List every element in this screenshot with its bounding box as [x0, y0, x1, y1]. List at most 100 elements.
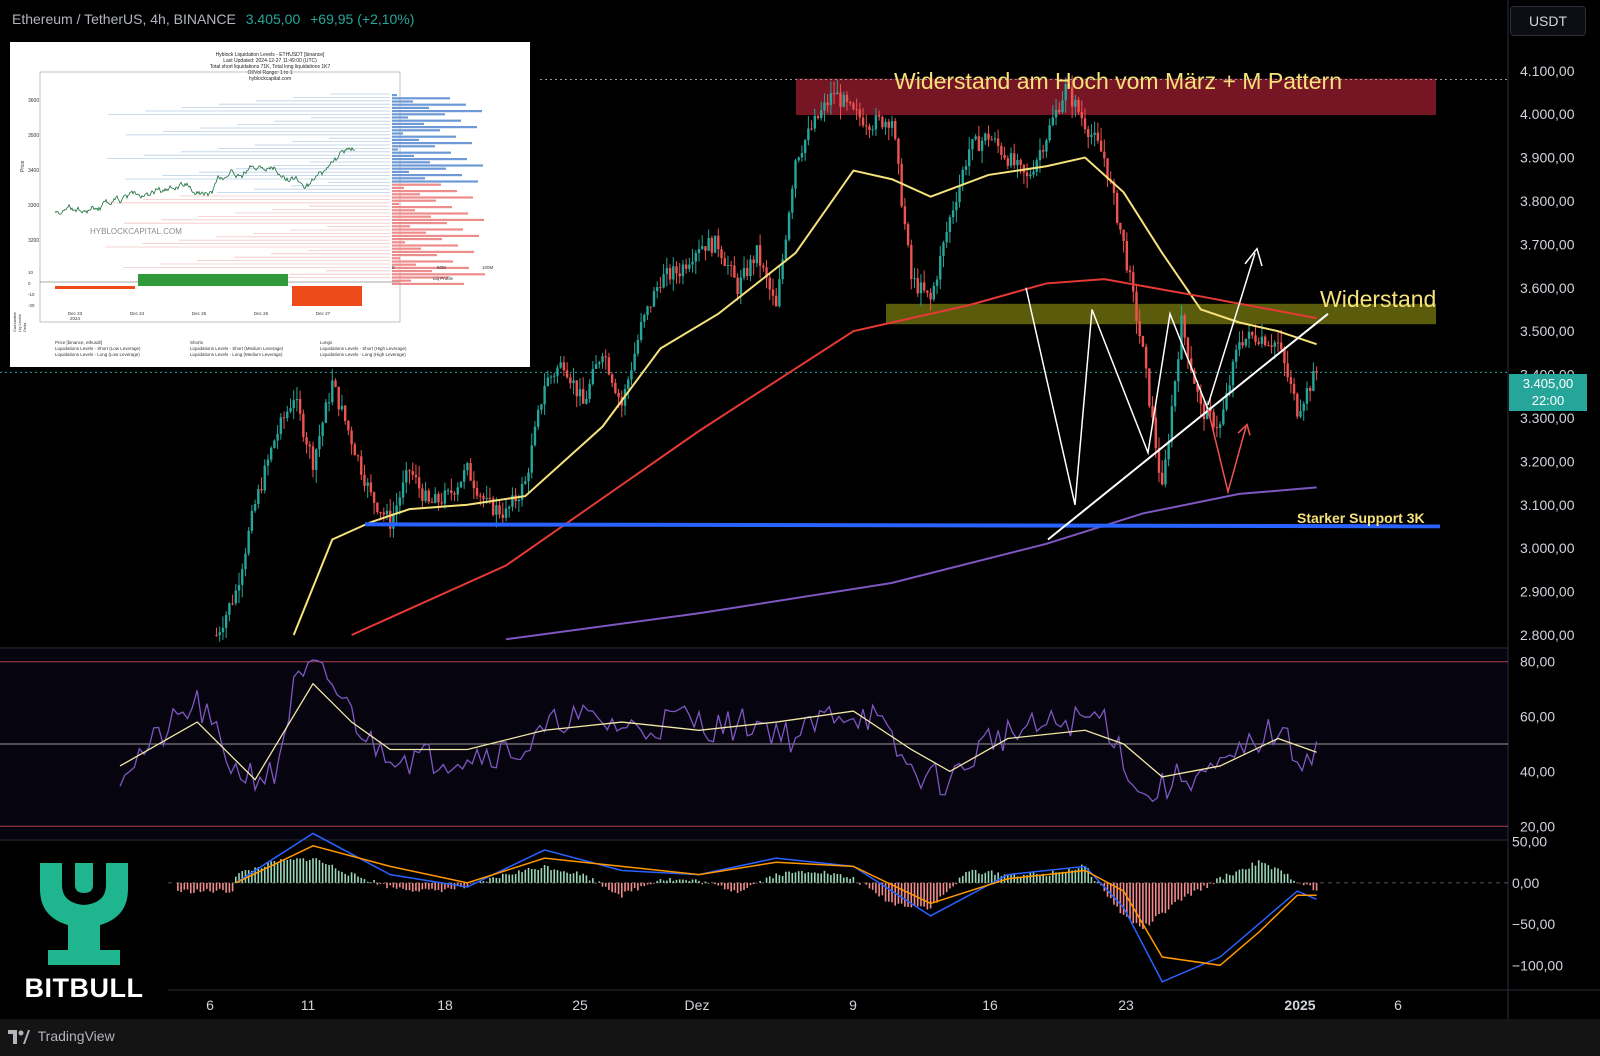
candle-body: [958, 185, 961, 203]
inset-y-tick: 3600: [28, 98, 39, 104]
candle-body: [1064, 84, 1067, 101]
header-price: 3.405,00: [245, 11, 301, 27]
candle-body: [1148, 368, 1151, 407]
candle-body: [263, 465, 266, 491]
inset-liq-profile-bar: [392, 196, 473, 199]
candle-body: [906, 224, 910, 246]
rsi-line: [119, 659, 1318, 803]
candle-body: [289, 408, 292, 412]
candle-body: [1003, 154, 1006, 159]
candle-body: [1051, 117, 1055, 126]
candle-body: [1186, 337, 1190, 359]
m-pattern-drawing: [1025, 287, 1209, 505]
price-axis-tick: 3.300,00: [1520, 410, 1575, 426]
time-axis-tick: 16: [982, 997, 998, 1013]
candle-body: [504, 508, 508, 518]
inset-liq-profile-bar: [392, 151, 451, 154]
candle-body: [1263, 336, 1267, 346]
candle-body: [652, 291, 656, 307]
candle-body: [546, 377, 550, 386]
time-axis-tick: 9: [849, 997, 857, 1013]
candle-body: [929, 292, 932, 300]
candle-body: [495, 505, 498, 515]
candle-body: [636, 339, 640, 354]
candle-body: [533, 426, 537, 446]
candle-body: [803, 140, 807, 154]
candle-body: [572, 380, 575, 384]
candle-body: [701, 246, 704, 249]
price-axis-tick: 2.900,00: [1520, 584, 1575, 600]
candle-body: [443, 490, 447, 504]
candle-body: [292, 400, 295, 409]
inset-liq-profile-bar: [392, 148, 398, 151]
candle-body: [591, 368, 595, 384]
candle-body: [964, 166, 968, 170]
candle-body: [1202, 403, 1206, 420]
candle-body: [350, 430, 353, 445]
candle-body: [1058, 109, 1061, 113]
candle-body: [758, 245, 762, 266]
candle-body: [331, 380, 334, 403]
currency-button[interactable]: USDT: [1510, 6, 1586, 36]
candle-body: [466, 463, 469, 471]
candle-body: [221, 627, 225, 633]
candle-body: [234, 590, 237, 604]
candle-body: [1025, 172, 1029, 177]
inset-y-label: Price: [20, 160, 26, 172]
candle-body: [327, 402, 331, 404]
inset-liq-profile-bar: [392, 276, 448, 279]
price-axis-tick: 3.100,00: [1520, 497, 1575, 513]
inset-price-line: [54, 146, 356, 215]
candle-body: [1141, 336, 1145, 347]
candle-body: [842, 94, 845, 107]
time-axis-tick: 25: [572, 997, 588, 1013]
candle-body: [614, 382, 617, 393]
candle-body: [704, 246, 707, 251]
inset-delta-label: Cumulative: [12, 311, 17, 332]
inset-x-tick: 2024: [70, 316, 81, 321]
candle-body: [269, 447, 273, 460]
inset-liq-profile-bar: [392, 238, 442, 241]
candle-body: [247, 530, 250, 554]
candle-body: [945, 231, 948, 243]
last-price: 3.405,00: [1522, 376, 1574, 391]
candle-body: [266, 459, 270, 466]
inset-x-tick: Dec 26: [254, 311, 269, 316]
inset-liq-profile-bar: [392, 142, 472, 145]
candle-body: [1000, 145, 1003, 155]
candle-body: [308, 444, 311, 447]
inset-profile-label: Liq Profile: [433, 276, 454, 281]
candle-body: [282, 417, 286, 419]
symbol-header[interactable]: Ethereum / TetherUS, 4h, BINANCE 3.405,0…: [12, 11, 414, 27]
inset-delta-label: Delta: [22, 322, 27, 332]
candle-body: [681, 264, 685, 277]
inset-liq-profile-bar: [392, 231, 426, 234]
candle-body: [1096, 132, 1100, 141]
candle-body: [604, 356, 607, 358]
candle-body: [475, 488, 479, 496]
candle-body: [408, 470, 411, 472]
candle-body: [874, 115, 878, 130]
candle-body: [791, 188, 794, 213]
candle-body: [1241, 342, 1244, 346]
inset-liq-profile-bar: [392, 106, 429, 109]
candle-body: [215, 634, 218, 636]
candle-body: [1122, 229, 1125, 241]
candle-body: [1161, 472, 1164, 485]
tradingview-brand[interactable]: TradingView: [8, 1028, 115, 1045]
candle-body: [1283, 349, 1286, 364]
inset-liq-profile-bar: [392, 132, 403, 135]
candle-body: [565, 370, 569, 378]
candle-body: [694, 253, 697, 262]
macd-axis-tick: 0,00: [1512, 875, 1539, 891]
candle-body: [1067, 84, 1071, 88]
candle-body: [848, 101, 852, 104]
candle-body: [733, 265, 736, 278]
candle-body: [273, 440, 276, 448]
candle-body: [1251, 331, 1254, 336]
candle-body: [1090, 134, 1093, 137]
candle-body: [405, 470, 408, 483]
candle-body: [347, 420, 350, 431]
candle-body: [1061, 100, 1064, 113]
